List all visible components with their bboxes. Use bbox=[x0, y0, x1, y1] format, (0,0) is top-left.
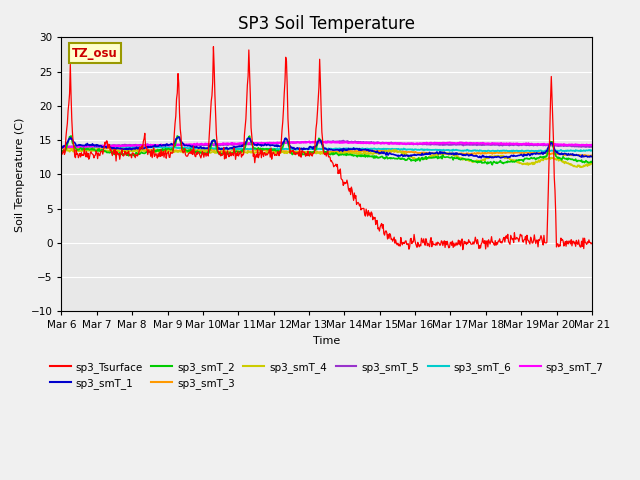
Line: sp3_smT_6: sp3_smT_6 bbox=[61, 146, 592, 152]
sp3_smT_1 bbox=[58, 144, 65, 150]
sp3_smT_6 bbox=[91, 144, 99, 149]
Line: sp3_smT_2: sp3_smT_2 bbox=[61, 136, 592, 165]
sp3_smT_7 bbox=[305, 139, 313, 144]
Line: sp3_smT_1: sp3_smT_1 bbox=[61, 137, 592, 158]
sp3_smT_3 bbox=[392, 148, 399, 154]
sp3_smT_1 bbox=[122, 146, 129, 152]
sp3_smT_1 bbox=[407, 153, 415, 159]
sp3_smT_1 bbox=[204, 145, 212, 151]
sp3_smT_7 bbox=[408, 141, 416, 147]
sp3_smT_5 bbox=[392, 140, 399, 146]
sp3_smT_3 bbox=[58, 146, 65, 152]
Line: sp3_smT_3: sp3_smT_3 bbox=[61, 147, 592, 156]
sp3_smT_5 bbox=[407, 141, 415, 147]
sp3_smT_7 bbox=[177, 142, 184, 148]
sp3_smT_1 bbox=[177, 137, 184, 143]
sp3_smT_1 bbox=[67, 136, 75, 142]
sp3_smT_4 bbox=[58, 149, 65, 155]
sp3_smT_2 bbox=[67, 133, 75, 139]
X-axis label: Time: Time bbox=[313, 336, 340, 346]
sp3_smT_7 bbox=[62, 144, 70, 150]
sp3_Tsurface bbox=[175, 109, 183, 115]
sp3_smT_5 bbox=[122, 142, 129, 148]
sp3_smT_7 bbox=[588, 142, 596, 148]
sp3_Tsurface bbox=[204, 151, 211, 156]
sp3_smT_2 bbox=[177, 137, 184, 143]
sp3_smT_3 bbox=[204, 147, 212, 153]
sp3_Tsurface bbox=[58, 150, 65, 156]
sp3_Tsurface bbox=[209, 44, 217, 49]
sp3_smT_4 bbox=[67, 147, 75, 153]
sp3_smT_2 bbox=[204, 151, 212, 157]
sp3_smT_4 bbox=[588, 161, 596, 167]
Title: SP3 Soil Temperature: SP3 Soil Temperature bbox=[238, 15, 415, 33]
sp3_smT_5 bbox=[588, 144, 596, 150]
sp3_smT_4 bbox=[68, 145, 76, 151]
sp3_smT_6 bbox=[392, 146, 399, 152]
Line: sp3_Tsurface: sp3_Tsurface bbox=[61, 47, 592, 250]
sp3_smT_2 bbox=[122, 152, 130, 158]
sp3_Tsurface bbox=[392, 237, 399, 243]
sp3_smT_5 bbox=[204, 143, 211, 148]
Legend: sp3_Tsurface, sp3_smT_1, sp3_smT_2, sp3_smT_3, sp3_smT_4, sp3_smT_5, sp3_smT_6, : sp3_Tsurface, sp3_smT_1, sp3_smT_2, sp3_… bbox=[45, 358, 608, 393]
sp3_smT_3 bbox=[588, 153, 596, 158]
sp3_smT_6 bbox=[407, 146, 415, 152]
sp3_Tsurface bbox=[67, 92, 75, 98]
sp3_smT_6 bbox=[508, 149, 516, 155]
sp3_smT_2 bbox=[588, 159, 596, 165]
sp3_smT_2 bbox=[392, 156, 399, 161]
sp3_smT_1 bbox=[175, 134, 182, 140]
sp3_smT_4 bbox=[576, 164, 584, 170]
sp3_smT_3 bbox=[122, 146, 130, 152]
sp3_smT_5 bbox=[339, 138, 347, 144]
sp3_smT_7 bbox=[68, 144, 76, 150]
sp3_smT_4 bbox=[204, 149, 212, 155]
sp3_smT_7 bbox=[204, 141, 212, 147]
sp3_smT_6 bbox=[204, 146, 212, 152]
sp3_Tsurface bbox=[407, 236, 415, 241]
sp3_smT_7 bbox=[58, 144, 65, 150]
sp3_smT_1 bbox=[392, 152, 399, 158]
sp3_smT_1 bbox=[588, 154, 596, 159]
sp3_smT_2 bbox=[407, 158, 415, 164]
sp3_smT_3 bbox=[67, 145, 75, 151]
Y-axis label: Soil Temperature (C): Soil Temperature (C) bbox=[15, 117, 25, 231]
sp3_smT_3 bbox=[407, 149, 415, 155]
sp3_smT_2 bbox=[68, 136, 76, 142]
sp3_Tsurface bbox=[588, 240, 596, 246]
sp3_smT_3 bbox=[583, 153, 591, 159]
sp3_Tsurface bbox=[459, 247, 467, 252]
sp3_smT_4 bbox=[177, 149, 184, 155]
sp3_smT_3 bbox=[177, 147, 184, 153]
sp3_smT_7 bbox=[392, 141, 400, 146]
Line: sp3_smT_7: sp3_smT_7 bbox=[61, 142, 592, 147]
sp3_smT_4 bbox=[407, 154, 415, 160]
sp3_smT_6 bbox=[588, 148, 596, 154]
sp3_smT_2 bbox=[58, 148, 65, 154]
sp3_smT_4 bbox=[392, 148, 399, 154]
sp3_smT_5 bbox=[58, 144, 65, 150]
sp3_smT_1 bbox=[497, 155, 504, 161]
sp3_smT_6 bbox=[177, 145, 184, 151]
sp3_smT_3 bbox=[81, 144, 89, 150]
sp3_smT_2 bbox=[488, 162, 496, 168]
sp3_smT_6 bbox=[58, 144, 65, 150]
sp3_smT_6 bbox=[67, 144, 75, 150]
sp3_smT_4 bbox=[122, 149, 130, 155]
sp3_smT_5 bbox=[67, 144, 75, 149]
Line: sp3_smT_5: sp3_smT_5 bbox=[61, 141, 592, 147]
sp3_smT_7 bbox=[122, 143, 130, 148]
Text: TZ_osu: TZ_osu bbox=[72, 47, 118, 60]
sp3_smT_6 bbox=[122, 144, 130, 150]
sp3_smT_5 bbox=[175, 142, 183, 148]
sp3_Tsurface bbox=[122, 150, 129, 156]
Line: sp3_smT_4: sp3_smT_4 bbox=[61, 148, 592, 167]
